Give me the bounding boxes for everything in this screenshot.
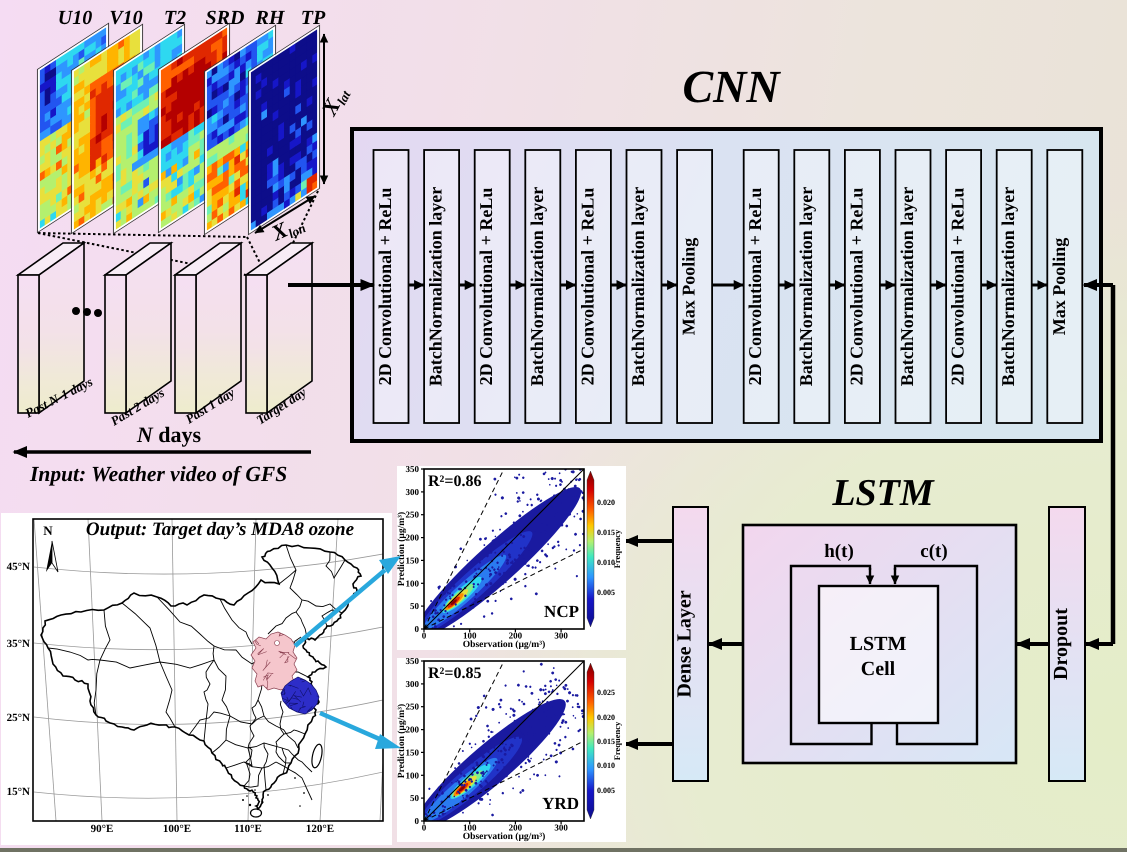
svg-text:0: 0 <box>415 816 420 826</box>
svg-text:BatchNormalization layer: BatchNormalization layer <box>628 187 648 386</box>
svg-text:2D Convolutional + ReLu: 2D Convolutional + ReLu <box>375 188 395 386</box>
svg-text:CNN: CNN <box>682 61 781 112</box>
svg-text:0.010: 0.010 <box>597 558 615 567</box>
svg-text:Output: Target day’s MDA8 ozon: Output: Target day’s MDA8 ozone <box>86 519 355 540</box>
svg-text:250: 250 <box>406 510 420 520</box>
svg-text:2D Convolutional + ReLu: 2D Convolutional + ReLu <box>577 188 597 386</box>
svg-text:V10: V10 <box>109 7 142 29</box>
svg-text:15°N: 15°N <box>7 786 30 798</box>
svg-text:BatchNormalization layer: BatchNormalization layer <box>527 187 547 386</box>
svg-text:Max Pooling: Max Pooling <box>679 238 699 336</box>
svg-text:300: 300 <box>406 487 420 497</box>
svg-text:N days: N days <box>136 422 202 447</box>
svg-text:0.015: 0.015 <box>597 737 615 746</box>
svg-text:LSTM: LSTM <box>850 633 907 655</box>
svg-text:250: 250 <box>406 702 420 712</box>
svg-text:0: 0 <box>422 631 427 641</box>
svg-text:0: 0 <box>415 624 420 634</box>
svg-text:35°N: 35°N <box>7 638 30 650</box>
svg-text:Frequency: Frequency <box>612 721 622 760</box>
svg-text:Xlat: Xlat <box>316 82 354 121</box>
svg-text:150: 150 <box>406 747 420 757</box>
svg-text:LSTM: LSTM <box>831 472 935 514</box>
svg-text:Dense Layer: Dense Layer <box>674 590 696 697</box>
svg-text:200: 200 <box>509 823 523 833</box>
svg-text:BatchNormalization layer: BatchNormalization layer <box>897 187 917 386</box>
svg-text:300: 300 <box>554 631 568 641</box>
svg-text:0.010: 0.010 <box>597 761 615 770</box>
svg-text:150: 150 <box>406 555 420 565</box>
svg-text:0.020: 0.020 <box>597 498 615 507</box>
svg-text:SRD: SRD <box>206 7 245 29</box>
svg-text:2D Convolutional + ReLu: 2D Convolutional + ReLu <box>745 188 765 386</box>
svg-text:110°E: 110°E <box>234 823 262 835</box>
svg-text:300: 300 <box>406 679 420 689</box>
svg-text:2D Convolutional + ReLu: 2D Convolutional + ReLu <box>846 188 866 386</box>
svg-text:90°E: 90°E <box>91 823 114 835</box>
svg-text:200: 200 <box>406 533 420 543</box>
svg-text:350: 350 <box>406 656 420 666</box>
svg-text:T2: T2 <box>164 7 186 29</box>
svg-text:2D Convolutional + ReLu: 2D Convolutional + ReLu <box>948 188 968 386</box>
svg-text:100: 100 <box>406 578 420 588</box>
svg-text:0.005: 0.005 <box>597 588 615 597</box>
svg-text:NCP: NCP <box>544 602 579 621</box>
svg-text:BatchNormalization layer: BatchNormalization layer <box>796 187 816 386</box>
svg-text:0: 0 <box>422 823 427 833</box>
svg-text:Cell: Cell <box>861 658 896 680</box>
svg-text:0.025: 0.025 <box>597 688 615 697</box>
svg-text:R²=0.86: R²=0.86 <box>428 473 481 490</box>
svg-text:Max Pooling: Max Pooling <box>1049 238 1069 336</box>
svg-text:N: N <box>43 523 53 538</box>
svg-text:Observation (µg/m³): Observation (µg/m³) <box>463 832 545 842</box>
svg-text:RH: RH <box>255 7 286 29</box>
svg-text:0.005: 0.005 <box>597 786 615 795</box>
svg-text:300: 300 <box>554 823 568 833</box>
svg-text:Prediction (µg/m³): Prediction (µg/m³) <box>397 512 407 586</box>
svg-text:100°E: 100°E <box>163 823 191 835</box>
svg-text:200: 200 <box>509 631 523 641</box>
svg-text:50: 50 <box>410 793 420 803</box>
svg-text:50: 50 <box>410 601 420 611</box>
svg-text:350: 350 <box>406 464 420 474</box>
svg-text:BatchNormalization layer: BatchNormalization layer <box>998 187 1018 386</box>
svg-text:Observation (µg/m³): Observation (µg/m³) <box>463 640 545 650</box>
svg-text:Prediction (µg/m³): Prediction (µg/m³) <box>397 704 407 778</box>
svg-text:R²=0.85: R²=0.85 <box>428 665 481 682</box>
svg-text:100: 100 <box>463 631 477 641</box>
svg-text:25°N: 25°N <box>7 712 30 724</box>
svg-text:200: 200 <box>406 725 420 735</box>
svg-text:Input: Weather video of GFS: Input: Weather video of GFS <box>29 462 287 486</box>
svg-text:0.020: 0.020 <box>597 713 615 722</box>
svg-text:2D Convolutional + ReLu: 2D Convolutional + ReLu <box>476 188 496 386</box>
svg-text:U10: U10 <box>58 7 92 29</box>
svg-text:45°N: 45°N <box>7 561 30 573</box>
svg-text:100: 100 <box>463 823 477 833</box>
svg-text:Dropout: Dropout <box>1050 608 1072 680</box>
svg-text:YRD: YRD <box>542 794 579 813</box>
svg-text:Frequency: Frequency <box>612 529 622 568</box>
svg-text:0.015: 0.015 <box>597 528 615 537</box>
svg-text:TP: TP <box>301 7 326 29</box>
svg-text:100: 100 <box>406 770 420 780</box>
svg-text:c(t): c(t) <box>920 541 947 562</box>
svg-text:120°E: 120°E <box>306 823 334 835</box>
svg-text:h(t): h(t) <box>824 541 854 562</box>
svg-text:BatchNormalization layer: BatchNormalization layer <box>426 187 446 386</box>
